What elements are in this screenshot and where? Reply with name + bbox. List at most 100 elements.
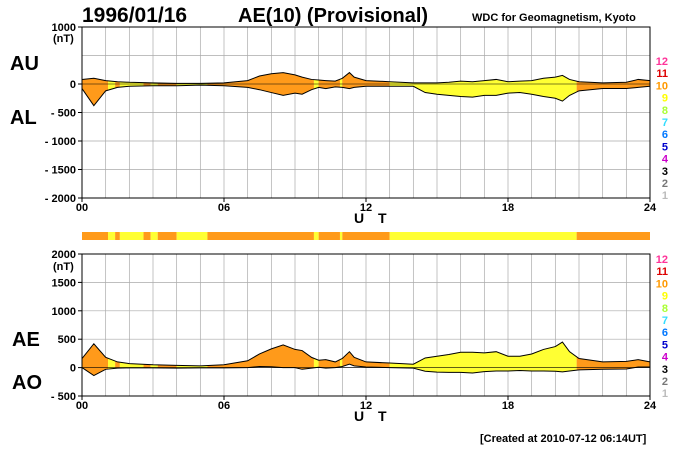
station-count-bar [82,232,650,240]
al-label: AL [10,107,37,129]
station-bar-segment [318,232,340,240]
y-tick-label: 0 [70,363,76,375]
station-level-8: 8 [662,105,668,117]
au-al-unit-label: (nT) [53,33,74,45]
chart-title: AE(10) (Provisional) [238,5,428,27]
area-segment [157,342,177,376]
station-level-4: 4 [662,352,669,364]
area-segment [176,342,208,376]
x-tick-label: 18 [502,400,514,412]
station-bar-segment [207,232,314,240]
au-al-x-ticks: 00 06 12 18 24 [76,198,657,214]
station-level-2: 2 [662,376,668,388]
station-level-10: 10 [656,80,668,92]
area-segment [313,342,319,376]
area-segment [119,342,144,376]
station-level-5: 5 [662,339,668,351]
y-tick-label: 0 [70,79,76,91]
station-bar-segment [313,232,319,240]
au-al-y-ticks: 1000 0 - 500 - 1000 - 1500 - 2000 [45,22,82,205]
x-tick-label: 24 [644,202,657,214]
station-level-7: 7 [662,117,668,129]
y-tick-label: - 500 [51,108,76,120]
x-tick-label: 00 [76,202,88,214]
area-segment [115,342,120,376]
ae-ao-x-ticks: 00 06 12 18 24 [76,396,657,412]
x-tick-label: 24 [644,400,657,412]
station-level-9: 9 [662,291,668,303]
station-bar-segment [150,232,158,240]
y-tick-label: - 1500 [45,165,76,177]
station-level-7: 7 [662,315,668,327]
area-segment [318,342,340,376]
station-bar-segment [108,232,116,240]
y-tick-label: - 500 [51,391,76,403]
area-segment [576,342,650,376]
station-bar-segment [115,232,120,240]
x-axis-label-bottom: U T [354,408,392,424]
x-tick-label: 00 [76,400,88,412]
ae-line [81,341,651,367]
station-bar-segment [389,232,577,240]
station-level-9: 9 [662,93,668,105]
y-tick-label: 1000 [52,22,76,34]
area-segment [143,342,151,376]
x-tick-label: 12 [360,400,372,412]
y-tick-label: - 1000 [45,136,76,148]
station-level-4: 4 [662,154,669,166]
station-level-2: 2 [662,178,668,190]
ae-ao-y-ticks: 2000 1500 1000 500 0 - 500 [51,249,82,403]
station-level-11: 11 [656,68,668,80]
station-bar-segment [82,232,109,240]
y-tick-label: - 2000 [45,193,76,205]
station-level-5: 5 [662,141,668,153]
station-level-6: 6 [662,327,668,339]
area-segment [108,342,116,376]
station-bar-segment [576,232,650,240]
station-bar-segment [339,232,343,240]
ae-label: AE [12,329,40,351]
y-tick-label: 500 [58,334,76,346]
y-tick-label: 1000 [52,306,76,318]
al-line [81,84,651,107]
x-tick-label: 06 [218,202,230,214]
station-level-3: 3 [662,166,668,178]
area-segment [207,342,314,376]
station-level-3: 3 [662,364,668,376]
x-tick-label: 06 [218,400,230,412]
au-al-grid [82,27,650,198]
station-bar-segment [176,232,208,240]
station-bar-segment [342,232,390,240]
station-level-12: 12 [656,56,668,68]
area-segment [339,342,343,376]
station-level-12: 12 [656,254,668,266]
source-label: WDC for Geomagnetism, Kyoto [472,12,636,24]
x-tick-label: 12 [360,202,372,214]
station-bar-segment [157,232,177,240]
y-tick-label: 1500 [52,277,76,289]
created-timestamp: [Created at 2010-07-12 06:14UT] [480,433,647,445]
station-bar-segment [143,232,151,240]
ao-label: AO [12,372,42,394]
au-line [81,71,651,84]
ae-ao-grid [82,254,650,396]
x-axis-label-top: U T [354,210,392,226]
station-level-8: 8 [662,303,668,315]
area-segment [150,342,158,376]
ae-ao-unit-label: (nT) [53,261,74,273]
station-level-6: 6 [662,129,668,141]
y-tick-label: 2000 [52,249,76,261]
station-bar-segment [119,232,144,240]
au-label: AU [10,53,39,75]
x-tick-label: 18 [502,202,514,214]
area-segment [389,342,577,376]
date-label: 1996/01/16 [82,4,187,27]
station-level-1: 1 [662,190,668,202]
station-level-11: 11 [656,266,668,278]
